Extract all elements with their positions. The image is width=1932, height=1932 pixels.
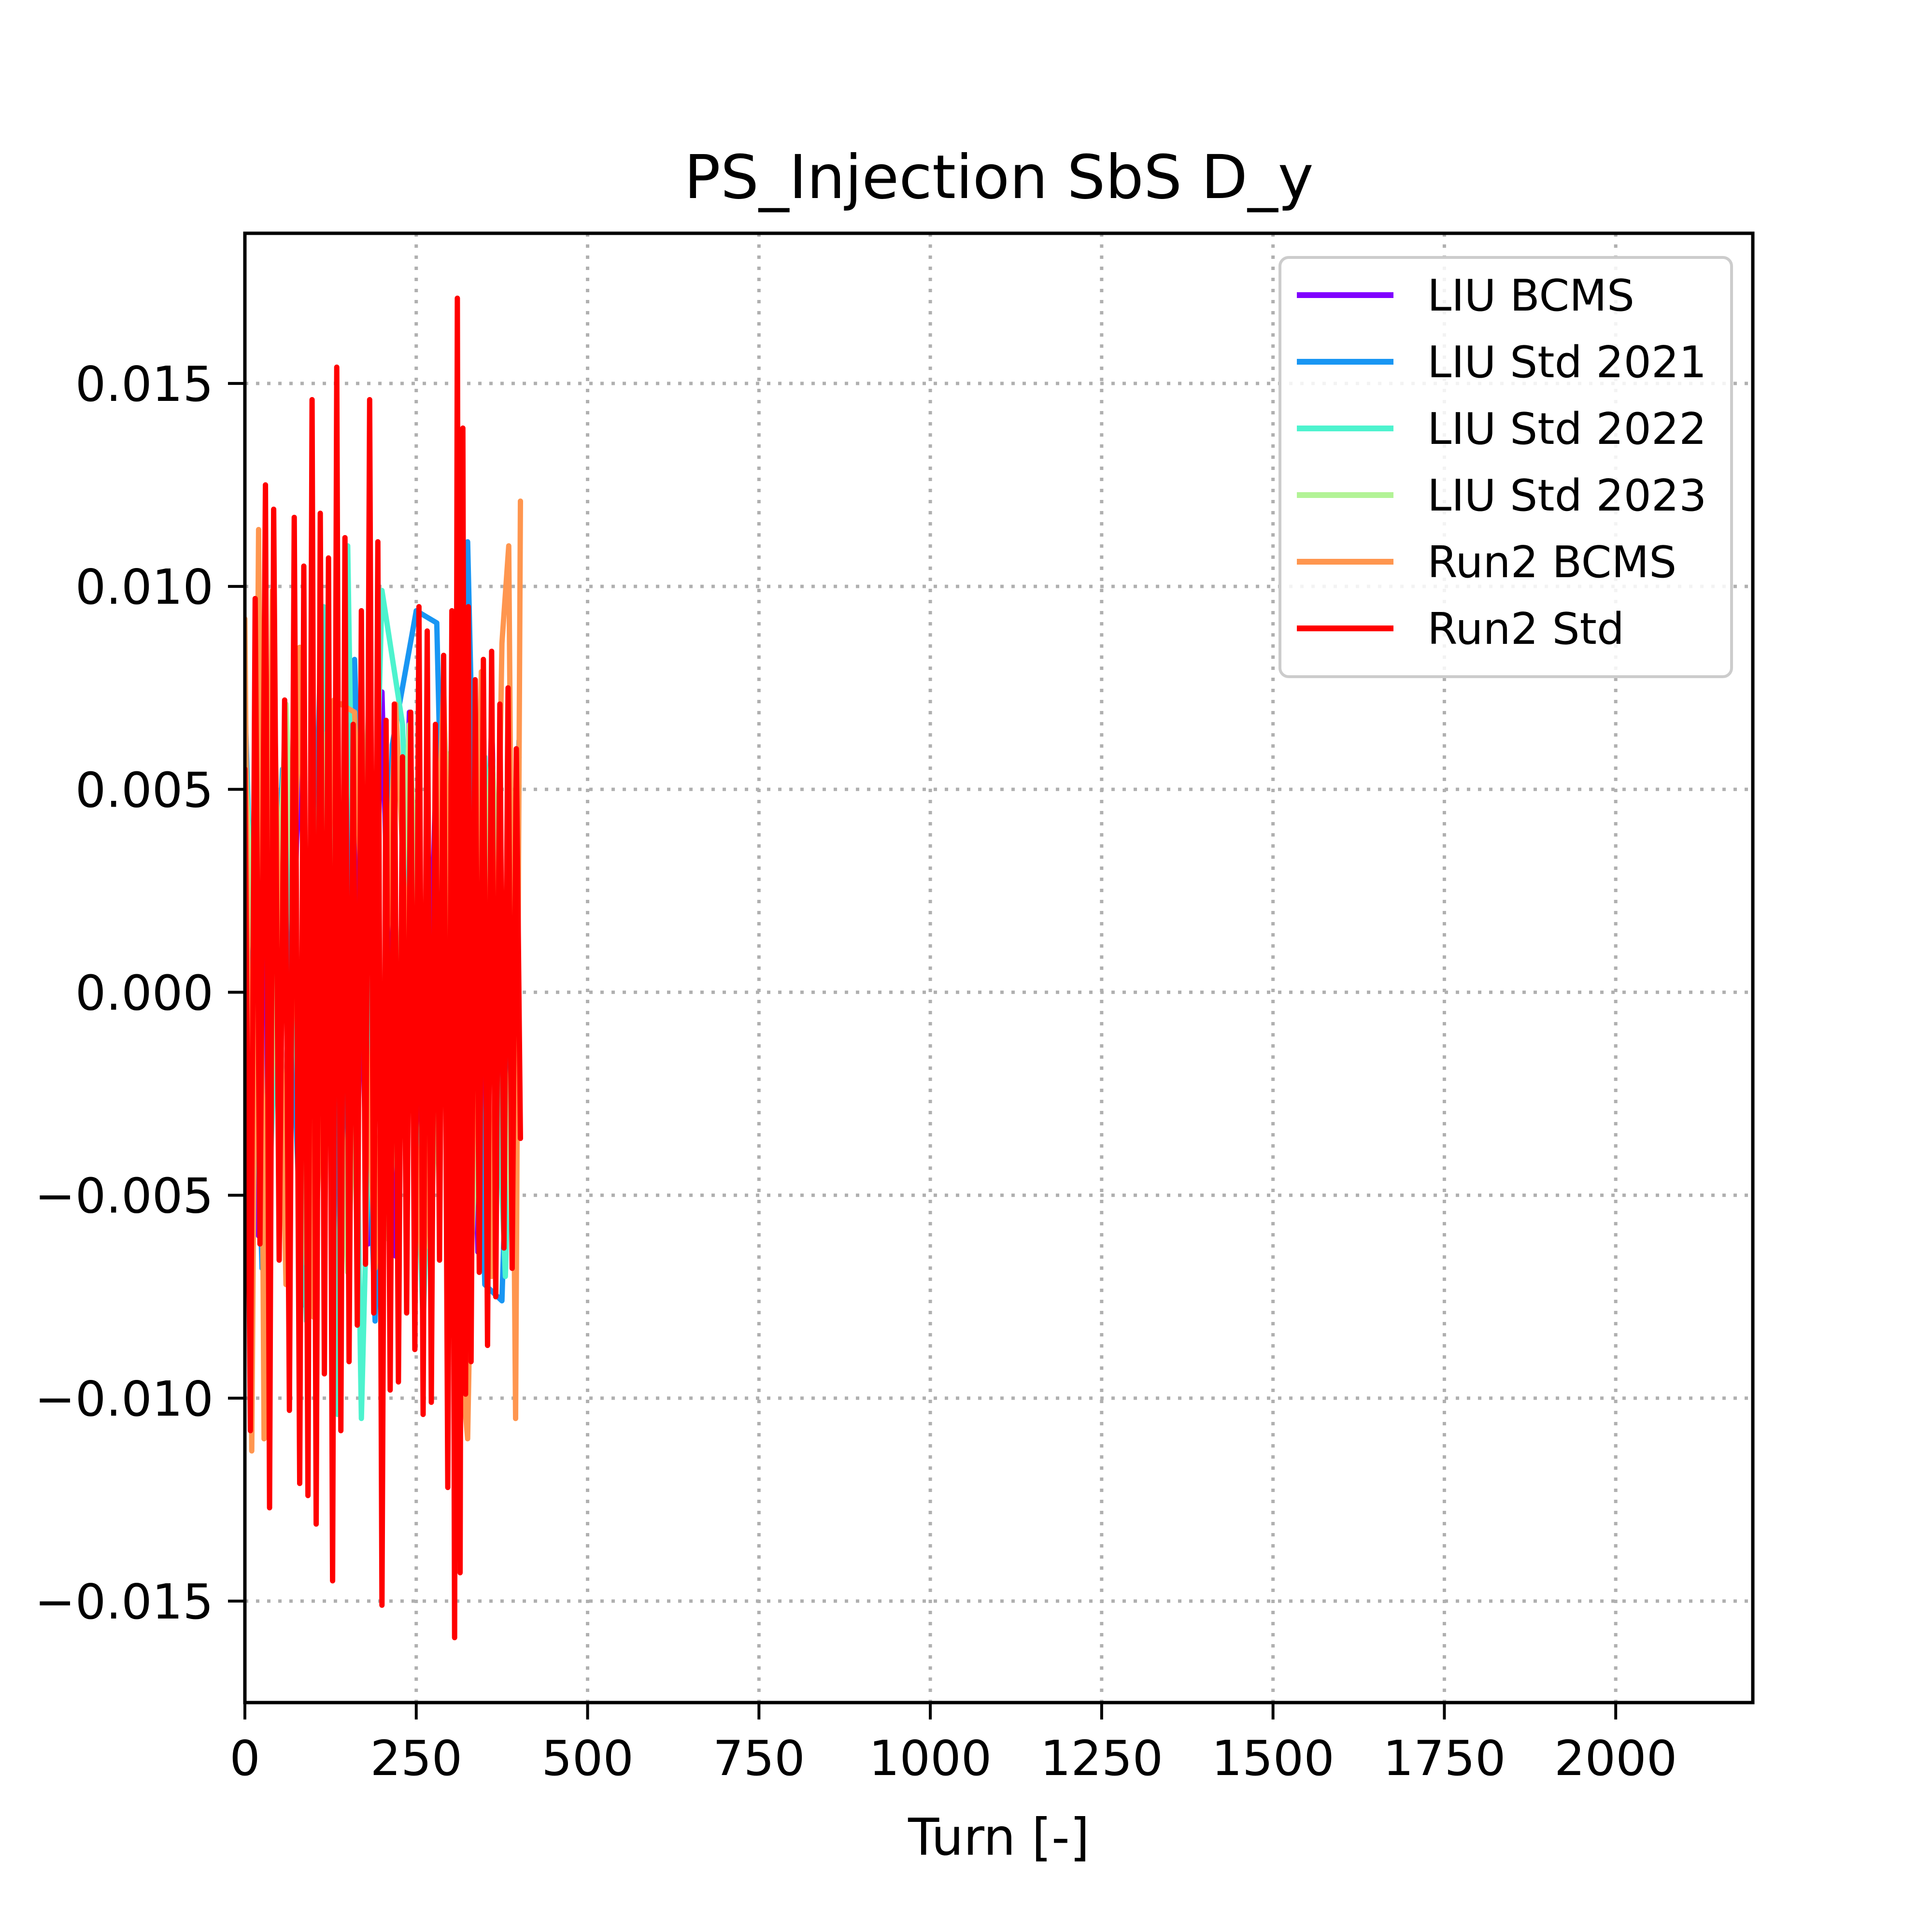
x-tick-label: 500 xyxy=(541,1730,634,1787)
series-line-run2-std xyxy=(245,296,523,1640)
legend-label-liu-bcms: LIU BCMS xyxy=(1427,270,1634,321)
legend: LIU BCMS LIU Std 2021 LIU Std 2022 LIU Std … xyxy=(1279,256,1733,678)
y-tick-label: 0.000 xyxy=(75,965,213,1021)
legend-label-liu-std-2021: LIU Std 2021 xyxy=(1427,337,1706,388)
legend-label-liu-std-2023: LIU Std 2023 xyxy=(1427,470,1706,521)
y-tick-label: −0.010 xyxy=(35,1371,213,1427)
x-axis-label: Turn [-] xyxy=(908,1808,1090,1867)
x-tick-label: 0 xyxy=(229,1730,260,1787)
y-tick-label: −0.015 xyxy=(35,1574,213,1630)
x-tick-label: 1250 xyxy=(1040,1730,1164,1787)
x-tick-label: 2000 xyxy=(1554,1730,1677,1787)
legend-label-liu-std-2022: LIU Std 2022 xyxy=(1427,404,1706,455)
y-tick-label: 0.015 xyxy=(75,356,213,412)
y-tick-label: 0.005 xyxy=(75,762,213,818)
x-tick-label: 1750 xyxy=(1383,1730,1506,1787)
legend-label-run2-std: Run2 Std xyxy=(1427,604,1624,654)
x-tick-label: 750 xyxy=(713,1730,805,1787)
legend-label-run2-bcms: Run2 BCMS xyxy=(1427,537,1676,588)
x-tick-label: 1000 xyxy=(869,1730,992,1787)
y-axis: −0.015 −0.010 −0.005 0.000 0.005 0.010 0.015 xyxy=(35,356,245,1630)
x-axis: 0 250 500 750 1000 1250 1500 1750 2000 xyxy=(229,1703,1677,1787)
y-tick-label: 0.010 xyxy=(75,559,213,615)
series-group xyxy=(245,296,523,1640)
x-tick-label: 1500 xyxy=(1211,1730,1335,1787)
plot-frame xyxy=(243,231,1755,1705)
y-tick-label: −0.005 xyxy=(35,1168,213,1224)
chart-title: PS_Injection SbS D_y xyxy=(684,142,1313,213)
x-tick-label: 250 xyxy=(370,1730,462,1787)
